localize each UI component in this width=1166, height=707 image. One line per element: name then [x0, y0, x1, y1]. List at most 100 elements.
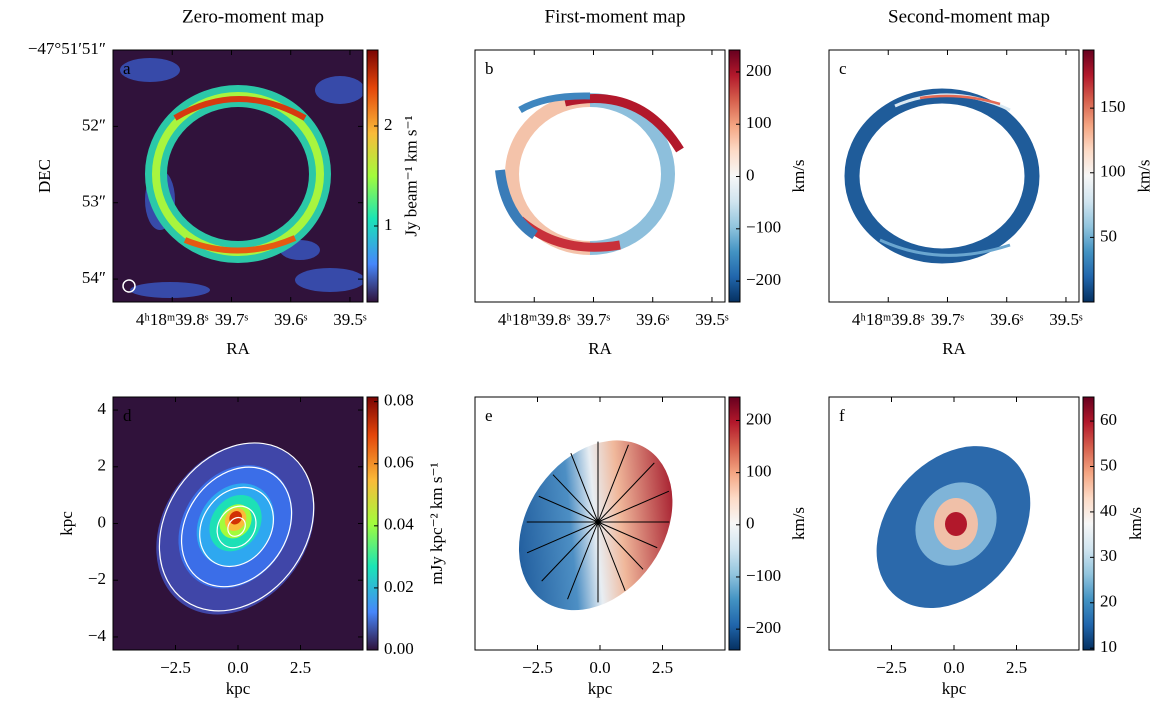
contour: [597, 521, 644, 570]
colorbar: [1082, 49, 1095, 303]
colorbar-tick-label: 0.04: [384, 515, 414, 534]
contour: [597, 490, 670, 523]
x-tick-label: −2.5: [160, 658, 191, 677]
colorbar-label: mJy kpc⁻² km s⁻¹: [427, 462, 446, 584]
panel-label: b: [485, 59, 494, 78]
image-ring: [495, 169, 538, 240]
colorbar-tick-label: 50: [1100, 226, 1117, 245]
panel: e −2.5 0.0 2.5 kpc 200 100 0 −100 −200 km/s: [474, 396, 808, 698]
panel-title: First-moment map: [545, 6, 686, 27]
colorbar-tick-label: 30: [1100, 546, 1117, 565]
colorbar-label: km/s: [789, 159, 808, 192]
colorbar-tick-label: −100: [746, 566, 781, 585]
colorbar-tick-label: 40: [1100, 501, 1117, 520]
image-ring: [173, 96, 307, 121]
colorbar-tick-label: 60: [1100, 410, 1117, 429]
panel-label: a: [123, 59, 131, 78]
panel: First-moment map b 4ʰ18ᵐ39.8ˢ 39.7ˢ 39.6ˢ 39.…: [474, 6, 808, 358]
image: [113, 50, 363, 302]
colorbar-tick-label: 20: [1100, 592, 1117, 611]
contour: [597, 521, 626, 591]
contour: [216, 505, 257, 549]
panel-label: e: [485, 406, 493, 425]
contour: [597, 521, 658, 549]
x-tick-label: 4ʰ18ᵐ39.8ˢ: [498, 310, 571, 329]
image: [113, 397, 363, 650]
image-ring: [844, 88, 1040, 264]
x-tick-label: 2.5: [290, 658, 311, 677]
y-tick-label: −47°51′51″: [28, 39, 106, 58]
x-tick-label: 0.0: [589, 658, 610, 677]
image: [495, 92, 684, 255]
x-tick-label: 39.7ˢ: [931, 310, 965, 329]
colorbar-tick-label: −200: [746, 270, 781, 289]
colorbar-tick-label: 0.00: [384, 639, 414, 658]
colorbar: [366, 49, 379, 303]
colorbar-label: km/s: [1134, 159, 1153, 192]
colorbar-tick-label: 0.02: [384, 577, 414, 596]
panel-label: f: [839, 406, 845, 425]
image-ring: [183, 235, 297, 254]
panel: d −2.5 0.0 2.5 4 2 0 −2 −4 kpc kpc 0.00 0.02 0.04 0.06…: [57, 391, 446, 698]
image: [844, 88, 1040, 264]
colorbar: [728, 396, 741, 651]
colorbar-tick-label: 0: [746, 514, 755, 533]
x-tick-label: −2.5: [876, 658, 907, 677]
contour: [180, 466, 293, 588]
image-blob: [945, 512, 967, 536]
y-axis-label: kpc: [57, 511, 76, 536]
x-axis-label: kpc: [226, 679, 251, 698]
contour: [538, 495, 599, 523]
colorbar-label: km/s: [789, 507, 808, 540]
y-tick-label: 53″: [82, 192, 106, 211]
colorbar-tick-label: 2: [384, 115, 393, 134]
panel-label: c: [839, 59, 847, 78]
x-tick-label: 4ʰ18ᵐ39.8ˢ: [136, 310, 209, 329]
image-emission: [120, 58, 180, 82]
x-tick-label: 39.7ˢ: [215, 310, 249, 329]
colorbar-tick-label: 0: [746, 165, 755, 184]
contour: [597, 444, 629, 523]
panel-title: Zero-moment map: [182, 6, 324, 27]
axes-frame: [112, 49, 364, 303]
colorbar: [366, 396, 379, 651]
x-axis-label: RA: [226, 339, 250, 358]
contour: [158, 442, 315, 612]
colorbar-tick-label: 200: [746, 61, 772, 80]
contour: [227, 516, 246, 537]
x-tick-label: 4ʰ18ᵐ39.8ˢ: [852, 310, 925, 329]
panel: f −2.5 0.0 2.5 kpc 60 50 40 30 20 10 km/s: [828, 396, 1145, 698]
contour: [597, 462, 655, 523]
image: [876, 446, 1031, 609]
x-tick-label: 39.5ˢ: [1049, 310, 1083, 329]
colorbar-tick-label: 0.08: [384, 391, 414, 410]
y-tick-label: 52″: [82, 115, 106, 134]
contour: [567, 521, 599, 600]
y-axis-label: DEC: [35, 159, 54, 193]
x-tick-label: 2.5: [652, 658, 673, 677]
x-axis-label: RA: [588, 339, 612, 358]
colorbar-tick-label: 100: [1100, 162, 1126, 181]
colorbar-tick-label: −200: [746, 618, 781, 637]
contour: [541, 521, 599, 582]
panel: Second-moment map c 4ʰ18ᵐ39.8ˢ 39.7ˢ 39.6ˢ 39…: [828, 6, 1153, 358]
colorbar: [728, 49, 741, 303]
colorbar-label: km/s: [1126, 507, 1145, 540]
panel-label: d: [123, 406, 132, 425]
x-axis-label: kpc: [942, 679, 967, 698]
y-tick-label: 0: [98, 512, 107, 531]
y-tick-label: −2: [88, 569, 106, 588]
colorbar: [1082, 396, 1095, 651]
beam: [122, 279, 136, 293]
colorbar-tick-label: 100: [746, 113, 772, 132]
colorbar-tick-label: 200: [746, 409, 772, 428]
colorbar-tick-label: 1: [384, 215, 393, 234]
y-tick-label: −4: [88, 626, 107, 645]
panel-title: Second-moment map: [888, 6, 1050, 27]
contour: [526, 521, 599, 554]
x-tick-label: 39.6ˢ: [636, 310, 670, 329]
axes-frame: [474, 49, 726, 303]
x-tick-label: 0.0: [943, 658, 964, 677]
axes-frame: [828, 49, 1080, 303]
y-tick-label: 4: [98, 399, 107, 418]
